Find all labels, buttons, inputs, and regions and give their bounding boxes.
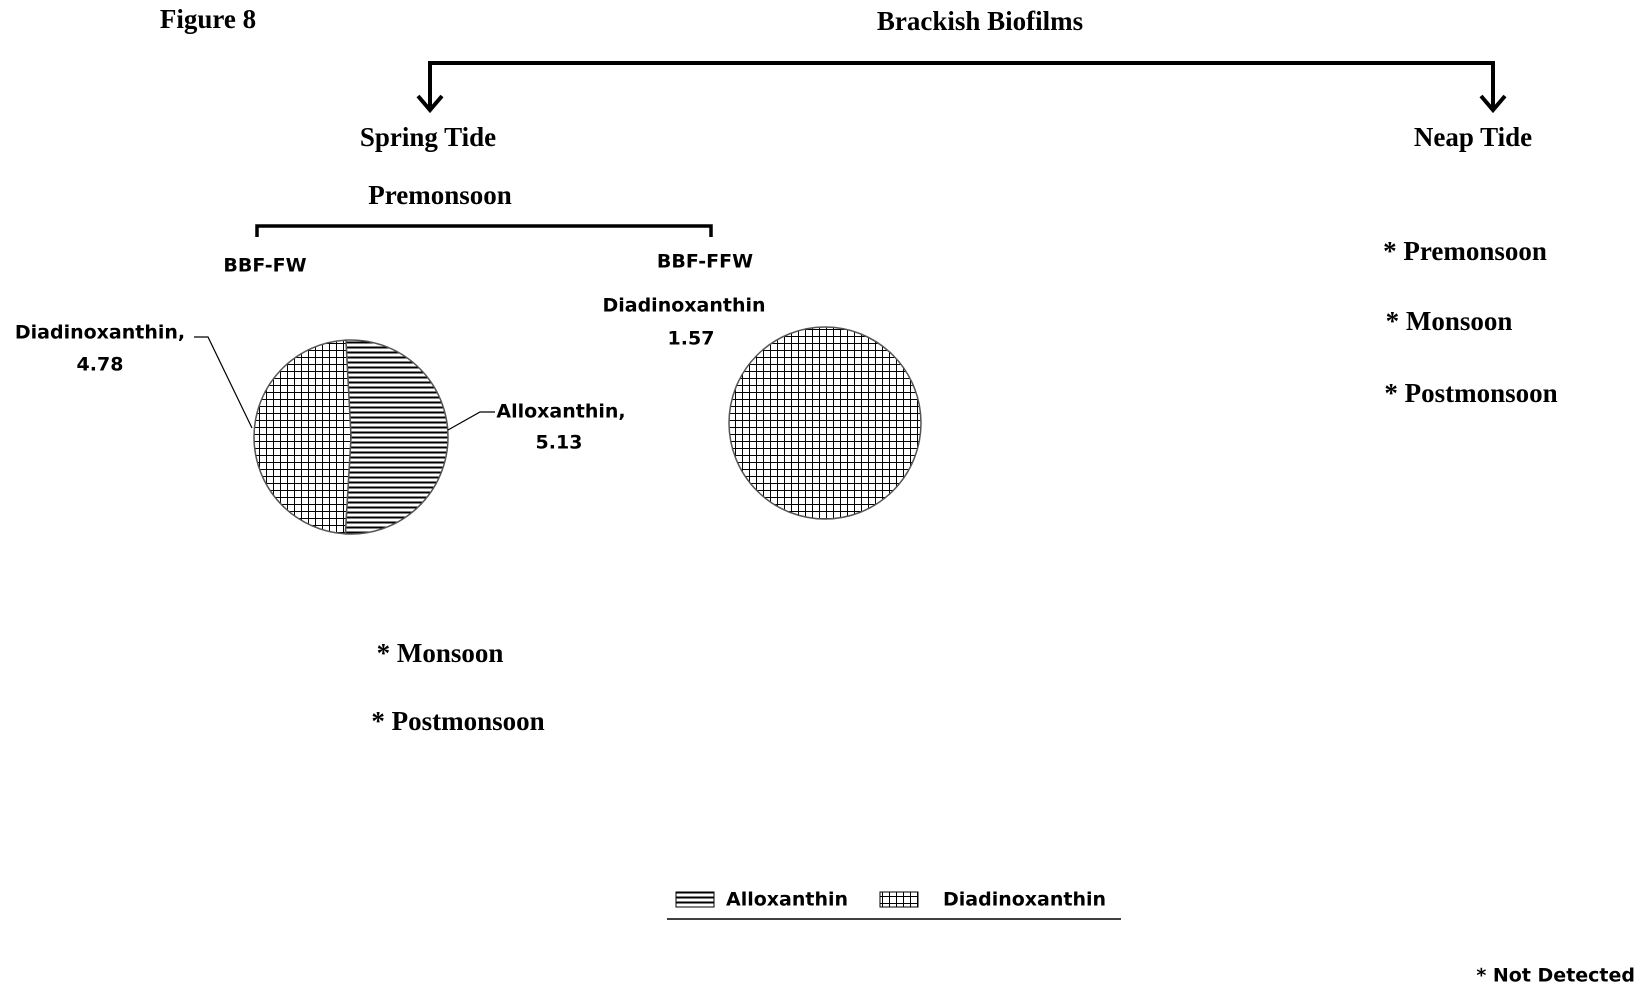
not-detected-item: * Monsoon bbox=[1386, 306, 1513, 336]
pie-title: BBF-FFW bbox=[657, 251, 753, 273]
leader-line bbox=[194, 336, 253, 429]
not-detected-item: * Postmonsoon bbox=[1384, 378, 1557, 408]
branch-label: Spring Tide bbox=[360, 122, 496, 152]
legend-label: Diadinoxanthin bbox=[943, 889, 1106, 911]
not-detected-item: * Monsoon bbox=[377, 638, 504, 668]
footnote: * Not Detected bbox=[1476, 965, 1635, 987]
season-label: Premonsoon bbox=[368, 180, 512, 210]
legend-label: Alloxanthin bbox=[726, 889, 848, 911]
leader-line bbox=[447, 411, 495, 431]
data-label-value: 1.57 bbox=[668, 328, 715, 350]
pie-title: BBF-FW bbox=[223, 255, 306, 277]
branch-label: Neap Tide bbox=[1414, 122, 1532, 152]
pie-slice bbox=[253, 339, 352, 535]
not-detected-item: * Postmonsoon bbox=[371, 706, 544, 736]
not-detected-item: * Premonsoon bbox=[1383, 236, 1547, 266]
data-label-value: 4.78 bbox=[77, 354, 124, 376]
pie-slice bbox=[728, 326, 922, 520]
figure-label: Figure 8 bbox=[160, 4, 256, 34]
legend-swatch bbox=[879, 891, 919, 908]
data-label-name: Diadinoxanthin, bbox=[15, 322, 185, 344]
legend-swatch bbox=[675, 891, 715, 908]
data-label-name: Alloxanthin, bbox=[496, 401, 625, 423]
data-label-value: 5.13 bbox=[536, 432, 583, 454]
pie-slice bbox=[344, 339, 449, 535]
tree-arrows bbox=[255, 61, 1507, 237]
title: Brackish Biofilms bbox=[877, 6, 1083, 36]
data-label-name: Diadinoxanthin bbox=[602, 295, 765, 317]
